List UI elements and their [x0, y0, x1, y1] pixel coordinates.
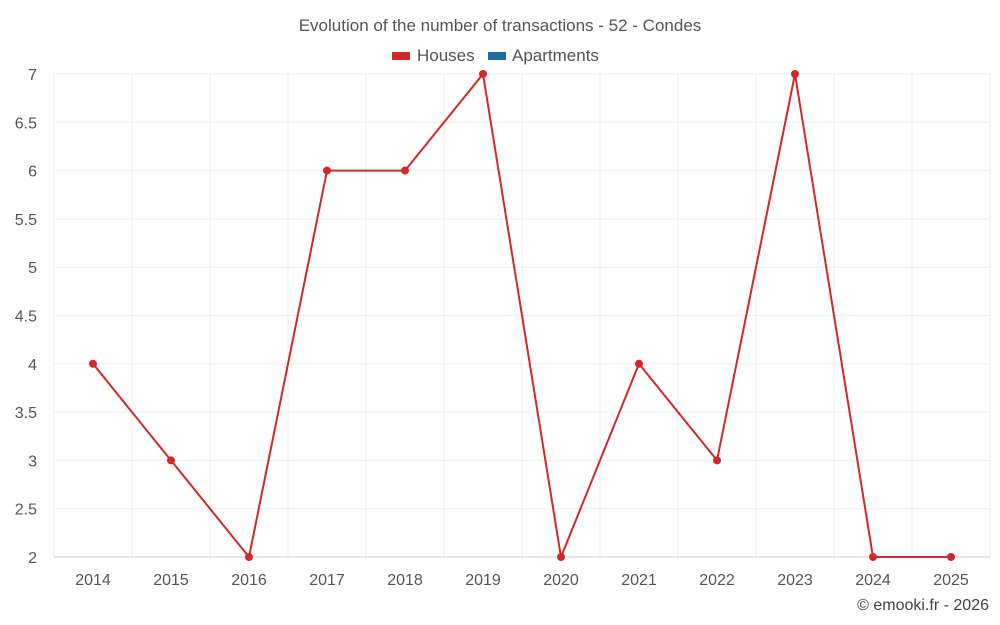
- data-point[interactable]: [635, 359, 643, 368]
- legend-label-houses[interactable]: Houses: [417, 46, 475, 65]
- data-point[interactable]: [791, 70, 799, 78]
- data-point[interactable]: [245, 553, 253, 561]
- x-tick-label: 2022: [699, 572, 735, 589]
- data-point[interactable]: [557, 553, 565, 561]
- x-tick-label: 2019: [465, 572, 501, 589]
- credit-text: © emooki.fr - 2026: [857, 597, 989, 614]
- data-point[interactable]: [323, 166, 331, 175]
- x-tick-label: 2017: [309, 572, 345, 589]
- x-tick-label: 2021: [621, 572, 657, 589]
- data-point[interactable]: [401, 166, 409, 175]
- x-axis: 2014 2015 2016 2017 2018 2019 2020 2021 2022 2023…: [54, 556, 990, 589]
- x-tick-label: 2020: [543, 572, 579, 589]
- legend-swatch-apartments: [488, 52, 506, 60]
- y-tick-label: 6.5: [15, 115, 37, 132]
- y-tick-label: 2: [28, 550, 37, 567]
- x-tick-label: 2015: [153, 572, 189, 589]
- x-tick-label: 2023: [777, 572, 813, 589]
- y-tick-label: 3.5: [15, 405, 37, 422]
- y-tick-label: 5.5: [15, 212, 37, 229]
- y-tick-label: 4.5: [15, 309, 37, 326]
- data-point[interactable]: [89, 359, 97, 368]
- legend: Houses Apartments: [392, 46, 599, 65]
- y-tick-label: 6: [28, 164, 37, 181]
- data-point[interactable]: [869, 553, 877, 561]
- y-axis: 2 2.5 3 3.5 4 4.5 5 5.5 6 6.5 7: [15, 67, 37, 567]
- x-tick-label: 2025: [933, 572, 969, 589]
- y-tick-label: 5: [28, 260, 37, 277]
- y-tick-label: 2.5: [15, 502, 37, 519]
- data-point[interactable]: [947, 553, 955, 561]
- legend-label-apartments[interactable]: Apartments: [512, 46, 599, 65]
- y-tick-label: 7: [28, 67, 37, 84]
- y-tick-label: 3: [28, 453, 37, 470]
- x-tick-label: 2016: [231, 572, 267, 589]
- series-houses: [89, 70, 955, 561]
- x-tick-label: 2024: [855, 572, 891, 589]
- legend-swatch-houses: [392, 52, 410, 60]
- x-tick-label: 2014: [75, 572, 111, 589]
- data-point[interactable]: [167, 456, 175, 465]
- chart-title: Evolution of the number of transactions …: [299, 16, 702, 35]
- series-line-houses: [92, 71, 951, 561]
- y-tick-label: 4: [28, 357, 37, 374]
- data-point[interactable]: [479, 70, 487, 78]
- x-tick-label: 2018: [387, 572, 423, 589]
- data-point[interactable]: [713, 456, 721, 465]
